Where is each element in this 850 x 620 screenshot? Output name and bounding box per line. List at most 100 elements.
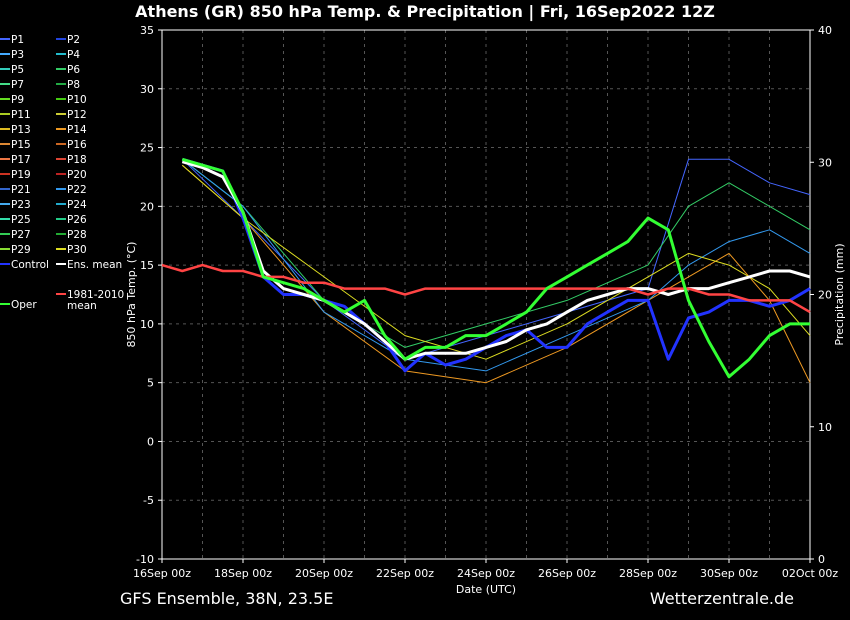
legend-swatch (0, 113, 10, 115)
legend-label: P6 (67, 64, 81, 76)
tick-label-y: 0 (147, 435, 154, 448)
series-line-ens-mean (181, 160, 811, 361)
legend-swatch (56, 38, 66, 40)
legend-item: P4 (56, 50, 80, 61)
series-line-p30 (181, 164, 811, 360)
legend-item: P25 (0, 215, 31, 226)
legend-swatch (0, 263, 10, 265)
legend-item: P5 (0, 65, 24, 76)
legend-label: P30 (67, 244, 87, 256)
legend-label: P24 (67, 199, 87, 211)
legend-label: P8 (67, 79, 81, 91)
tick-label-y2: 0 (818, 553, 825, 566)
tick-label-x: 02Oct 00z (782, 567, 839, 580)
legend-swatch (0, 128, 10, 130)
tick-label-y2: 20 (818, 289, 832, 302)
tick-label-x: 26Sep 00z (538, 567, 596, 580)
tick-label-y: -10 (136, 553, 154, 566)
legend-swatch (56, 248, 66, 250)
legend-label: P14 (67, 124, 87, 136)
legend-item: P7 (0, 80, 24, 91)
legend-swatch (56, 173, 66, 175)
site-name: Wetterzentrale.de (649, 589, 794, 608)
legend-item: P12 (56, 110, 87, 121)
tick-label-y: 15 (140, 259, 154, 272)
chart-title: Athens (GR) 850 hPa Temp. & Precipitatio… (135, 2, 715, 21)
legend-item: P18 (56, 155, 87, 166)
legend-label: P11 (11, 109, 31, 121)
legend-swatch (0, 158, 10, 160)
legend-label: P1 (11, 34, 25, 46)
legend-item: P28 (56, 230, 87, 241)
legend-item: P6 (56, 65, 80, 76)
legend-swatch (56, 53, 66, 55)
series-line-p22 (181, 158, 811, 372)
legend-item: P20 (56, 170, 87, 181)
legend-item: P30 (56, 245, 87, 256)
tick-label-y: 5 (147, 377, 154, 390)
legend-item: P21 (0, 185, 31, 196)
legend-swatch (56, 83, 66, 85)
legend-item: P11 (0, 110, 31, 121)
legend-item: Oper (0, 300, 37, 311)
series-line-p14 (181, 164, 811, 384)
legend-swatch (56, 98, 66, 100)
tick-label-y: 10 (140, 318, 154, 331)
legend-label: P23 (11, 199, 31, 211)
legend-item: P3 (0, 50, 24, 61)
legend-label: P29 (11, 244, 31, 256)
model-info: GFS Ensemble, 38N, 23.5E (120, 589, 334, 608)
legend-swatch (56, 143, 66, 145)
axes: -10 -5 0 5 10 15 20 25 30 35 0 10 20 30 40 16Sep 00z 18S… (133, 24, 838, 580)
legend-label: P9 (11, 94, 25, 106)
legend-label: P13 (11, 124, 31, 136)
legend-item: P16 (56, 140, 87, 151)
tick-label-x: 30Sep 00z (700, 567, 758, 580)
legend-label: P26 (67, 214, 87, 226)
legend-swatch (56, 128, 66, 130)
legend-item: P29 (0, 245, 31, 256)
series-layer (161, 157, 811, 384)
legend-swatch (56, 218, 66, 220)
legend-swatch (0, 203, 10, 205)
legend-item: Control (0, 260, 49, 271)
legend-swatch (56, 203, 66, 205)
legend-swatch (56, 68, 66, 70)
legend-label: P21 (11, 184, 31, 196)
legend-swatch (56, 113, 66, 115)
legend-label: P2 (67, 34, 81, 46)
legend-item: P22 (56, 185, 87, 196)
tick-label-x: 20Sep 00z (295, 567, 353, 580)
legend-item: Ens. mean (56, 260, 122, 271)
legend-label: Oper (11, 299, 37, 311)
legend-swatch (0, 53, 10, 55)
tick-label-y: 25 (140, 142, 154, 155)
legend-swatch (0, 98, 10, 100)
legend-label: P27 (11, 229, 31, 241)
legend-item: P24 (56, 200, 87, 211)
legend-item: P14 (56, 125, 87, 136)
legend-label: Ens. mean (67, 259, 123, 271)
tick-label-y: 35 (140, 24, 154, 37)
legend-swatch (0, 248, 10, 250)
series-line-p6 (181, 158, 811, 348)
legend-swatch (0, 143, 10, 145)
legend-label: P16 (67, 139, 87, 151)
tick-label-y2: 30 (818, 156, 832, 169)
legend-label: P5 (11, 64, 25, 76)
tick-label-x: 28Sep 00z (619, 567, 677, 580)
tick-label-y: -5 (143, 494, 154, 507)
x-axis-label: Date (UTC) (456, 583, 516, 596)
legend-swatch (0, 38, 10, 40)
tick-label-y: 30 (140, 83, 154, 96)
legend-item: P17 (0, 155, 31, 166)
legend-swatch (0, 173, 10, 175)
legend-swatch (0, 233, 10, 235)
legend-label: P3 (11, 49, 25, 61)
legend-swatch (56, 293, 66, 295)
tick-label-x: 24Sep 00z (457, 567, 515, 580)
tick-label-y2: 40 (818, 24, 832, 37)
legend-item: P26 (56, 215, 87, 226)
legend-label: P12 (67, 109, 87, 121)
